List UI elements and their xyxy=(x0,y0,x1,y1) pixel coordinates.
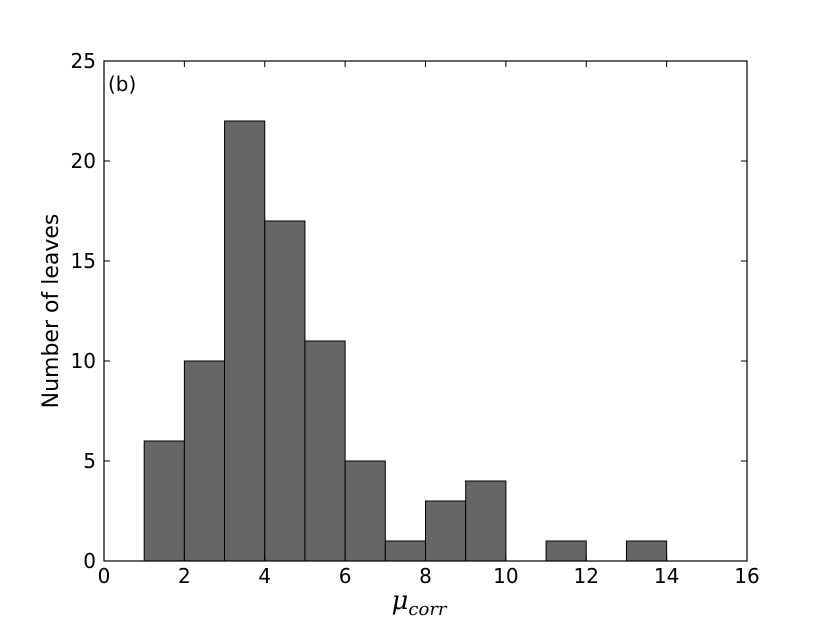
y-tick-label: 25 xyxy=(71,49,96,73)
x-tick-label: 12 xyxy=(574,564,599,588)
y-tick-label: 10 xyxy=(71,349,96,373)
histogram-bar xyxy=(143,440,185,562)
x-tick-label: 6 xyxy=(339,564,352,588)
ticks-group: 0 2 4 6 8 10 12 14 16 0 5 10 15 20 25 xyxy=(71,49,760,588)
x-tick-label: 10 xyxy=(493,564,518,588)
x-axis-label-symbol: μ xyxy=(392,586,409,616)
y-tick-label: 5 xyxy=(83,449,96,473)
x-tick-label: 0 xyxy=(98,564,111,588)
x-tick-label: 4 xyxy=(258,564,271,588)
y-axis-label: Number of leaves xyxy=(39,214,64,409)
histogram-bar xyxy=(545,540,587,562)
bars-group xyxy=(143,120,668,562)
histogram-bar xyxy=(384,540,426,562)
histogram-bar xyxy=(264,220,306,562)
histogram-bar xyxy=(183,360,226,562)
plot-frame xyxy=(103,60,748,562)
y-tick-label: 0 xyxy=(83,549,96,573)
histogram-bar xyxy=(224,120,266,562)
x-tick-label: 2 xyxy=(178,564,191,588)
x-axis-label: μcorr xyxy=(392,586,448,620)
panel-label: (b) xyxy=(108,72,136,96)
histogram-bar xyxy=(304,340,346,562)
x-tick-label: 14 xyxy=(654,564,679,588)
x-tick-label: 16 xyxy=(734,564,759,588)
histogram-bar xyxy=(465,480,507,562)
y-tick-label: 20 xyxy=(71,149,96,173)
histogram-bar xyxy=(625,540,668,562)
x-axis-label-subscript: corr xyxy=(408,599,448,620)
histogram-bar xyxy=(425,500,467,562)
x-tick-label: 8 xyxy=(419,564,432,588)
histogram-bar xyxy=(344,460,386,562)
y-tick-label: 15 xyxy=(71,249,96,273)
